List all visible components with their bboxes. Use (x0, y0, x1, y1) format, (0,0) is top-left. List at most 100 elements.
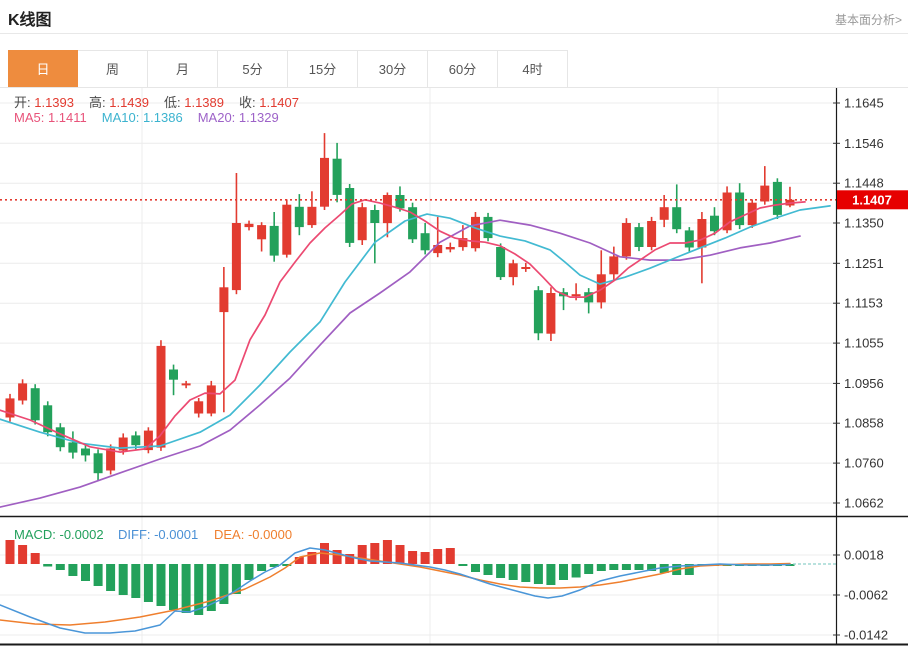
ma-readout: MA5: 1.1411 MA10: 1.1386 MA20: 1.1329 (14, 110, 294, 125)
macd-bar (370, 543, 380, 564)
candle-body (672, 207, 682, 230)
macd-bar (43, 564, 53, 567)
candle-body (508, 263, 518, 278)
macd-bar (93, 564, 103, 586)
macd-readout-label: MACD: -0.0002 (14, 527, 104, 542)
tab-60分[interactable]: 60分 (428, 50, 498, 88)
macd-bar (621, 564, 631, 570)
readout-value: 1.1386 (142, 110, 183, 125)
macd-bar (131, 564, 141, 598)
candle-body (345, 188, 355, 243)
timeframe-tabbar: 日周月 5分 15分 30分 60分 4时 (8, 50, 568, 88)
candle-body (458, 238, 468, 248)
tab-月[interactable]: 月 (148, 50, 218, 88)
candle-body (131, 435, 141, 446)
macd-bar (357, 545, 367, 564)
ma5-line (0, 198, 806, 453)
candle-body (294, 206, 304, 228)
ma10-line (0, 205, 831, 449)
axis-label: 1.0858 (844, 416, 884, 431)
macd-bar (5, 540, 15, 564)
candle-body (181, 383, 191, 386)
macd-bar (647, 564, 657, 571)
axis-label: -0.0142 (844, 628, 888, 643)
tab-4时[interactable]: 4时 (498, 50, 568, 88)
macd-bar (181, 564, 191, 613)
candle-body (68, 442, 78, 453)
macd-bar (471, 564, 480, 572)
candle-body (684, 230, 694, 248)
macd-bar (433, 549, 443, 564)
macd-bar (206, 564, 216, 611)
tab-15分[interactable]: 15分 (288, 50, 358, 88)
tabbar-bottom-border (0, 87, 908, 88)
candle-body (747, 202, 757, 226)
readout-label: 低: (164, 95, 185, 110)
macd-bar (483, 564, 493, 575)
axis-label: 0.0018 (844, 548, 884, 563)
macd-bar (244, 564, 254, 580)
candle-body (496, 247, 506, 278)
macd-bar (257, 564, 267, 571)
candle-body (244, 223, 254, 228)
readout-value: 1.1393 (34, 95, 74, 110)
readout-item: MA20: 1.1329 (198, 110, 279, 125)
tab-30分[interactable]: 30分 (358, 50, 428, 88)
candle-body (307, 206, 317, 226)
readout-label: 收: (239, 95, 260, 110)
axis-label: 1.1350 (844, 216, 884, 231)
readout-value: 1.1439 (109, 95, 149, 110)
candle-body (533, 290, 543, 334)
readout-value: 1.1329 (238, 110, 279, 125)
candle-body (169, 369, 178, 380)
candle-body (571, 294, 581, 297)
macd-bar (559, 564, 568, 580)
candle-body (30, 388, 40, 421)
candle-body (81, 448, 90, 456)
candle-body (647, 221, 657, 247)
macd-bar (584, 564, 594, 574)
macd-bar (508, 564, 518, 580)
macd-bar (408, 551, 418, 564)
candle-body (584, 292, 594, 303)
macd-bar (345, 554, 355, 564)
candle-body (697, 219, 707, 248)
macd-bar (282, 564, 292, 566)
macd-bar (521, 564, 531, 582)
candle-body (521, 267, 531, 269)
macd-bar (382, 540, 392, 564)
candle-body (483, 216, 493, 239)
macd-bar (143, 564, 153, 602)
fundamental-analysis-link[interactable]: 基本面分析> (834, 13, 902, 27)
axis-label: -0.0062 (844, 588, 888, 603)
macd-bar (596, 564, 606, 571)
candle-body (118, 437, 128, 451)
macd-bar (169, 564, 178, 610)
axis-label: 1.0956 (844, 376, 884, 391)
diff-line (0, 547, 791, 634)
macd-bar (156, 564, 166, 606)
readout-value: 1.1407 (259, 95, 299, 110)
candle-body (471, 216, 480, 249)
axis-label: 1.0662 (844, 496, 884, 511)
axis-label: 1.1153 (844, 296, 883, 311)
tab-5分[interactable]: 5分 (218, 50, 288, 88)
macd-bar (684, 564, 694, 575)
macd-bar (106, 564, 116, 591)
macd-bar (458, 564, 468, 566)
macd-bar (634, 564, 644, 570)
macd-bar (269, 564, 279, 567)
tab-周[interactable]: 周 (78, 50, 148, 88)
page-title: K线图 (8, 12, 52, 29)
tab-日[interactable]: 日 (8, 50, 78, 88)
axis-label: 1.0760 (844, 456, 884, 471)
macd-bar (294, 557, 304, 564)
header-divider (0, 33, 908, 34)
candle-body (772, 181, 782, 215)
macd-bar (55, 564, 65, 570)
candle-body (5, 398, 15, 418)
candle-body (106, 448, 116, 471)
macd-bar (332, 550, 342, 564)
readout-item: MA10: 1.1386 (102, 110, 183, 125)
readout-label: MA10: (101, 110, 143, 125)
